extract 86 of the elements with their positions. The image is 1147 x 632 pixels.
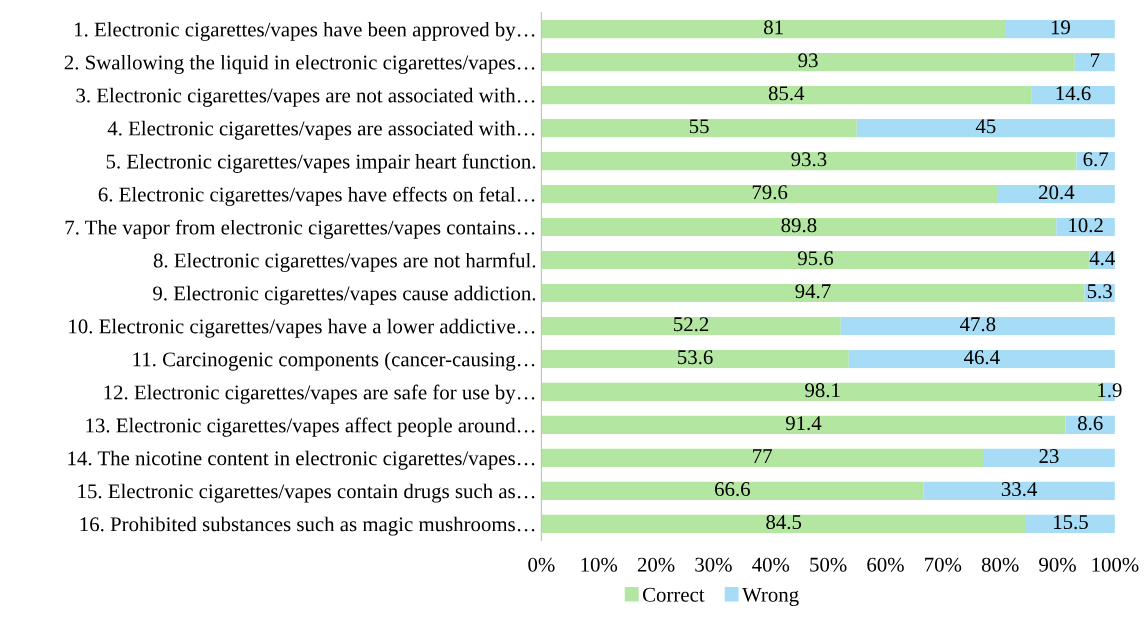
data-label: 45 [975,119,996,134]
y-tick-label: 3. Electronic cigarettes/vapes are not associated with… [76,87,535,107]
bar [541,316,841,336]
data-label: 47.8 [960,317,996,332]
bar [1031,86,1115,105]
data-label: 33.4 [1001,482,1038,497]
x-tick-label: 30% [695,557,732,572]
x-tick-label: 70% [925,557,962,572]
bar [923,481,1115,500]
data-label: 52.2 [674,317,709,332]
bar [541,283,1085,303]
x-tick-label: 90% [1039,557,1076,572]
bar [541,514,1026,533]
y-tick-label: 6. Electronic cigarettes/vapes have effects on fetal… [98,186,535,206]
data-label: 46.4 [964,350,1000,365]
data-label: 98.1 [805,383,840,398]
data-label: 7 [1090,53,1100,68]
y-tick-label: 4. Electronic cigarettes/vapes are associated with… [107,120,535,140]
bar [541,349,849,369]
bar [541,119,857,138]
bar [541,151,1077,171]
data-label: 66.6 [715,482,750,497]
y-tick-label: 7. The vapor from electronic cigarettes/vapes contains… [65,219,535,239]
data-label: 1.9 [1098,383,1122,398]
bar [541,250,1090,270]
bar [1005,20,1115,39]
y-tick-label: 2. Swallowing the liquid in electronic cigarettes/vapes… [64,54,535,74]
data-label: 53.6 [678,350,713,365]
bar [840,316,1115,336]
data-label: 14.6 [1056,86,1091,101]
y-tick-label: 5. Electronic cigarettes/vapes impair heart function. [106,153,536,173]
y-tick-label: 9. Electronic cigarettes/vapes cause addiction. [153,285,536,305]
data-label: 4.4 [1089,251,1115,266]
bar [848,349,1115,369]
y-tick-label: 12. Electronic cigarettes/vapes are safe for use by… [104,384,535,404]
x-tick-label: 0% [528,557,555,572]
data-label: 10.2 [1069,218,1103,233]
bar [982,448,1115,467]
y-tick-label: 1. Electronic cigarettes/vapes have been approved by… [74,21,535,41]
y-tick-label: 8. Electronic cigarettes/vapes are not harmful. [153,252,536,272]
bar [1074,53,1115,72]
legend-label: Wrong [742,587,799,607]
y-tick-label: 11. Carcinogenic components (cancer-causing… [133,351,535,371]
x-tick-label: 80% [981,557,1019,572]
data-label: 93 [798,53,818,68]
data-label: 15.5 [1054,515,1088,530]
bar [541,448,983,467]
data-label: 93.3 [791,152,827,167]
data-label: 77 [753,449,772,463]
y-tick-label: 14. The nicotine content in electronic cigarettes/vapes… [68,450,535,470]
data-label: 55 [689,119,709,134]
bar [541,415,1066,434]
data-label: 6.7 [1083,152,1109,167]
y-tick-label: 16. Prohibited substances such as magic mushrooms… [80,516,535,536]
data-label: 81 [764,20,783,35]
bar [541,20,1006,39]
bar [856,119,1115,138]
data-label: 19 [1051,20,1070,35]
data-label: 91.4 [785,416,822,431]
y-tick-label: 15. Electronic cigarettes/vapes contain drugs such as… [78,483,535,503]
data-label: 89.8 [781,218,817,233]
data-label: 79.6 [752,185,788,200]
bar [1025,514,1115,533]
data-label: 8.6 [1078,416,1103,431]
x-tick-label: 50% [810,557,847,572]
bar [541,481,924,500]
data-label: 85.4 [768,86,805,101]
x-tick-label: 40% [752,557,790,572]
x-tick-label: 60% [867,557,904,572]
data-label: 5.3 [1087,284,1112,299]
bar [997,184,1115,204]
legend-label: Correct [642,587,705,602]
x-tick-label: 20% [637,557,675,572]
bar [541,217,1057,237]
y-tick-label: 10. Electronic cigarettes/vapes have a lower addictive… [69,318,535,338]
data-label: 84.5 [766,515,802,530]
data-label: 23 [1039,449,1059,464]
data-label: 94.7 [795,284,831,299]
bar [541,86,1032,105]
x-tick-label: 100% [1092,557,1139,572]
x-tick-label: 10% [581,557,618,572]
data-label: 20.4 [1039,185,1075,200]
bar [541,53,1075,72]
y-tick-label: 13. Electronic cigarettes/vapes affect people around… [86,417,535,437]
bar [541,184,998,204]
data-label: 95.6 [797,251,834,266]
